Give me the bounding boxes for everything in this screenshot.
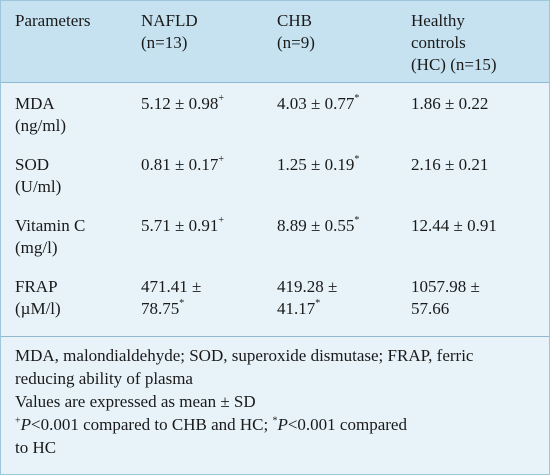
row-vitc-param: Vitamin C <box>15 216 86 235</box>
header-chb: CHB <box>277 11 312 30</box>
row-mda-nafld: 5.12 ± 0.98+ <box>141 93 224 113</box>
footnote-abbreviations: MDA, malondialdehyde; SOD, superoxide di… <box>15 346 474 388</box>
row-sod-unit: (U/ml) <box>15 177 62 196</box>
header-hc-2: controls <box>411 33 466 52</box>
row-sod-hc: 2.16 ± 0.21 <box>411 155 489 174</box>
header-hc-n: (HC) (n=15) <box>411 55 497 74</box>
row-frap-nafld-2: 78.75* <box>141 298 185 318</box>
header-hc: Healthy <box>411 11 465 30</box>
footnote-significance-cont: to HC <box>15 438 57 457</box>
footnote-values: Values are expressed as mean ± SD <box>15 392 256 411</box>
row-frap-chb: 419.28 ± <box>277 277 338 296</box>
table-header <box>1 1 549 83</box>
header-chb-n: (n=9) <box>277 33 315 52</box>
row-sod-chb: 1.25 ± 0.19* <box>277 154 360 174</box>
row-frap-nafld: 471.41 ± <box>141 277 202 296</box>
row-frap-unit: (µM/l) <box>15 299 61 318</box>
header-parameters: Parameters <box>15 11 91 30</box>
row-frap-param: FRAP <box>15 277 58 296</box>
header-nafld: NAFLD <box>141 11 198 30</box>
row-mda-chb: 4.03 ± 0.77* <box>277 93 360 113</box>
row-frap-chb-2: 41.17* <box>277 298 321 318</box>
row-vitc-unit: (mg/l) <box>15 238 58 257</box>
footnote-significance: +P<0.001 compared to CHB and HC; *P<0.00… <box>15 415 407 434</box>
row-sod-nafld: 0.81 ± 0.17+ <box>141 154 224 174</box>
row-vitc-chb: 8.89 ± 0.55* <box>277 215 360 235</box>
row-mda-param: MDA <box>15 94 55 113</box>
row-vitc-nafld: 5.71 ± 0.91+ <box>141 215 224 235</box>
header-nafld-n: (n=13) <box>141 33 188 52</box>
row-sod-param: SOD <box>15 155 50 174</box>
footer-divider <box>1 336 549 337</box>
row-frap-hc: 1057.98 ± <box>411 277 480 296</box>
row-vitc-hc: 12.44 ± 0.91 <box>411 216 497 235</box>
table-footnotes: MDA, malondialdehyde; SOD, superoxide di… <box>15 344 535 459</box>
row-frap-hc-2: 57.66 <box>411 299 450 318</box>
row-mda-hc: 1.86 ± 0.22 <box>411 94 489 113</box>
row-mda-unit: (ng/ml) <box>15 116 66 135</box>
